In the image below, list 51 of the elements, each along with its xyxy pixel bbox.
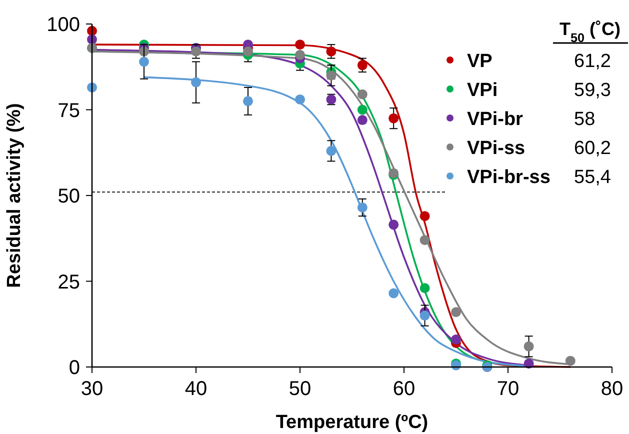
- point: [326, 146, 336, 156]
- point: [565, 356, 576, 366]
- x-tick-label: 30: [80, 378, 104, 400]
- point: [295, 40, 305, 50]
- point: [326, 70, 336, 80]
- point: [451, 334, 461, 345]
- x-tick-label: 80: [600, 378, 624, 400]
- point: [295, 50, 305, 60]
- point: [139, 56, 149, 67]
- x-tick-label: 70: [496, 378, 520, 400]
- y-tick-label: 25: [58, 271, 80, 294]
- legend-label: VPi-br-ss: [467, 167, 550, 188]
- annotation: 55,4: [574, 167, 612, 188]
- legend-label: VPi: [467, 80, 498, 101]
- legend-label: VPi-ss: [467, 138, 526, 159]
- y-tick-label: 50: [58, 186, 80, 208]
- legend-title: T$_{50}$ (˚C): [560, 19, 621, 45]
- point: [388, 288, 399, 298]
- annotation: 61,2: [574, 51, 611, 72]
- annotation: 60,2: [574, 138, 611, 159]
- legend-label: VP: [467, 51, 493, 72]
- annotation: 58: [574, 109, 596, 130]
- point: [357, 89, 368, 100]
- y-tick-label: 0: [68, 357, 80, 379]
- y-tick-label: 75: [58, 100, 80, 122]
- point: [420, 211, 430, 222]
- point: [357, 115, 368, 126]
- point: [524, 341, 534, 352]
- point: [420, 283, 430, 294]
- x-tick-label: 50: [288, 378, 312, 400]
- point: [388, 113, 399, 124]
- point: [420, 235, 430, 246]
- point: [326, 46, 336, 56]
- y-axis-title: Residual activity (%): [4, 103, 25, 288]
- point: [191, 77, 201, 88]
- point: [420, 310, 430, 321]
- point: [357, 60, 368, 70]
- annotation: 59,3: [574, 80, 611, 101]
- point: [191, 46, 201, 56]
- point: [357, 104, 368, 115]
- point: [357, 202, 368, 213]
- x-tick-label: 40: [184, 378, 208, 400]
- x-axis-title: Temperature (ºC): [276, 412, 428, 433]
- point: [295, 94, 305, 104]
- point: [388, 220, 399, 230]
- y-tick-label: 100: [46, 14, 80, 36]
- x-tick-label: 60: [392, 378, 416, 400]
- legend-label: VPi-br: [467, 109, 524, 130]
- point: [451, 307, 461, 318]
- point: [243, 96, 253, 106]
- point: [243, 46, 253, 56]
